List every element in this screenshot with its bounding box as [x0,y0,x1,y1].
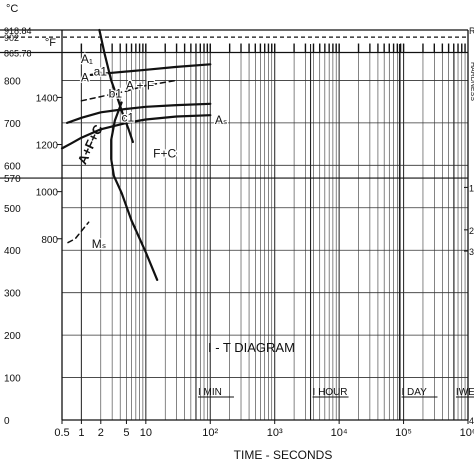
x-tick-label: 1 [78,427,84,439]
hardness-tick-label: R [469,26,474,36]
celsius-unit-label: °C [6,3,18,15]
curve-a1 [89,63,212,76]
grid [62,43,474,420]
annotation-label: Mₛ [92,237,106,251]
time-marker-label: I MIN [198,387,222,398]
fahrenheit-tick-label: 1200 [36,141,59,152]
time-marker-label: I DAY [401,387,427,398]
celsius-tick-label: 918.84 [4,26,32,36]
time-marker-label: IWEEK [456,387,474,398]
x-axis-title: TIME - SECONDS [234,448,333,462]
fahrenheit-tick-label: 1000 [36,188,59,199]
fahrenheit-tick-label: 800 [41,235,58,246]
fahrenheit-tick-label: 1400 [36,93,59,104]
hardness-axis-label: HARDNESS [469,62,474,101]
celsius-tick-label: 570 [4,174,21,185]
hardness-tick-label: 1 [469,183,474,193]
x-tick-label: 5 [123,427,129,439]
celsius-tick-label: 800 [4,76,21,87]
annotation-label: A + F [126,78,154,92]
celsius-tick-label: 700 [4,119,21,130]
annotation-label: c1 [122,111,135,125]
x-tick-label: 0.5 [54,427,69,439]
celsius-tick-label: 500 [4,204,21,215]
time-marker-label: I HOUR [313,387,348,398]
hardness-tick-label: 2 [469,226,474,236]
axes [57,29,469,424]
celsius-tick-label: 865.78 [4,49,32,59]
celsius-tick-label: 0 [4,416,10,427]
x-tick-label: 10² [202,427,218,439]
x-tick-label: 10⁵ [395,427,412,439]
annotation-label: A [81,70,89,84]
chart-title: I - T DIAGRAM [208,340,295,355]
celsius-tick-label: 300 [4,289,21,300]
curve-ms [67,221,90,244]
annotation-label: A₁ [81,52,93,66]
curve-b1 [80,79,178,102]
x-tick-label: 2 [98,427,104,439]
celsius-tick-label: 902 [4,33,19,43]
hardness-tick-label: 3 [469,247,474,257]
fahrenheit-unit-label: °F [45,37,56,49]
curve-aprime [98,28,134,144]
curve-nose [110,101,159,281]
annotation-label: a1 [94,64,108,78]
curves [60,28,212,281]
reference-lines [0,29,468,179]
celsius-tick-label: 100 [4,374,21,385]
annotation-label: F+C [153,147,176,161]
x-tick-label: 10⁶ [460,427,474,439]
celsius-tick-label: 200 [4,331,21,342]
annotation-label: A+F+C [74,122,106,167]
x-tick-label: 10 [140,427,152,439]
hardness-tick-label: 4 [469,416,474,426]
x-tick-label: 10⁴ [331,427,348,439]
x-tick-label: 10³ [267,427,283,439]
celsius-tick-label: 400 [4,246,21,257]
annotation-label: b1 [109,86,123,100]
annotation-label: Aₛ [215,113,227,127]
celsius-tick-label: 600 [4,161,21,172]
curve-c1 [66,102,212,124]
